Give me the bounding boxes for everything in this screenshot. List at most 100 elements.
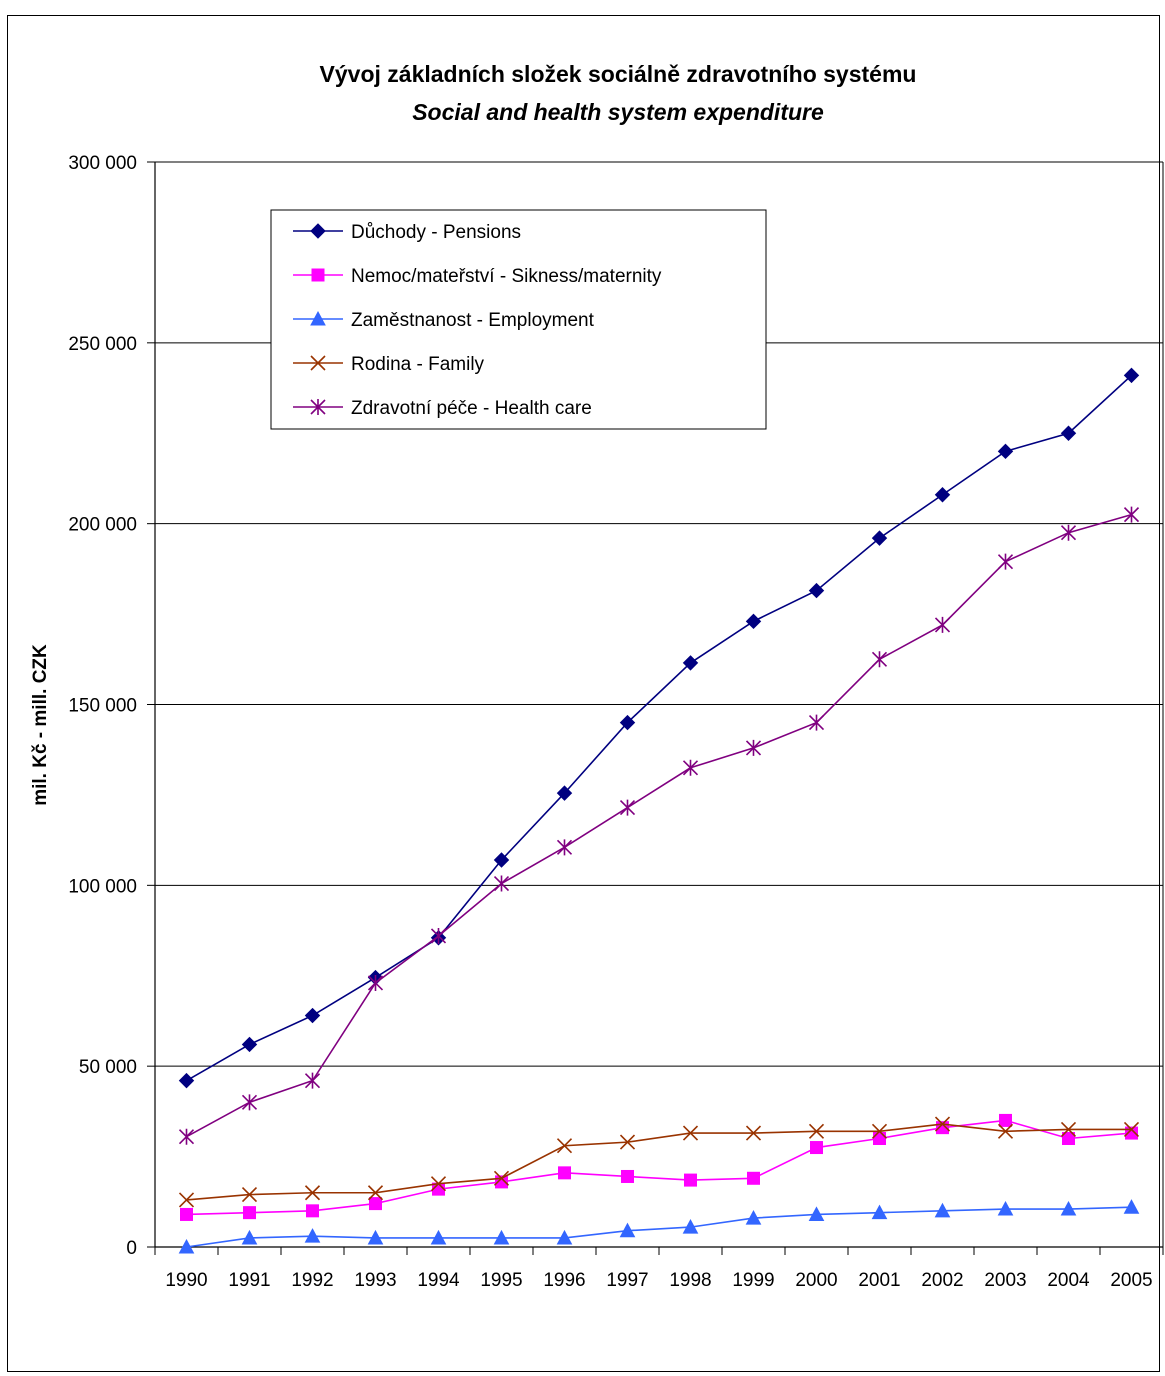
data-point-marker	[997, 443, 1014, 460]
legend: Důchody - Pensions Nemoc/mateřství - Sikn…	[270, 209, 767, 430]
legend-entry: Zdravotní péče - Health care	[293, 398, 592, 419]
x-tick-label: 1995	[480, 1270, 522, 1291]
series-2	[178, 1199, 1140, 1254]
x-tick-label: 2000	[795, 1270, 837, 1291]
data-point	[871, 530, 888, 546]
y-tick-label: 300 000	[68, 153, 137, 174]
legend-label: Důchody - Pensions	[351, 222, 521, 243]
data-point-marker	[871, 1123, 888, 1139]
data-point	[1060, 1121, 1077, 1138]
data-point-marker	[745, 1210, 762, 1225]
data-point-marker	[556, 839, 573, 856]
data-point	[682, 655, 699, 671]
data-point	[178, 1072, 195, 1089]
data-point-marker	[1060, 1200, 1077, 1216]
data-point-marker	[241, 1094, 258, 1111]
data-point	[304, 1185, 321, 1201]
data-point-marker	[241, 1036, 258, 1053]
data-point	[808, 1123, 825, 1139]
data-point	[1062, 1132, 1075, 1145]
data-point	[997, 553, 1014, 570]
x-tick-label: 2002	[921, 1270, 963, 1291]
data-point-marker	[871, 530, 888, 546]
data-point-marker	[430, 1229, 447, 1245]
x-tick-label: 1993	[354, 1270, 396, 1291]
data-point	[310, 355, 326, 371]
data-point	[1060, 425, 1077, 441]
data-point	[367, 1229, 384, 1245]
data-point	[745, 1210, 762, 1225]
data-point	[745, 739, 762, 756]
data-point-marker	[745, 739, 762, 756]
data-point-marker	[934, 487, 951, 503]
data-point-marker	[1123, 1199, 1140, 1214]
data-point	[556, 785, 573, 801]
data-point	[1060, 1200, 1077, 1216]
data-point-marker	[493, 1229, 510, 1245]
data-point	[997, 1123, 1014, 1139]
x-tick-label: 1998	[669, 1270, 711, 1291]
data-point	[934, 1202, 951, 1218]
data-point-marker	[430, 927, 447, 944]
data-point	[808, 1206, 825, 1221]
data-point-marker	[621, 1169, 634, 1183]
data-point-marker	[304, 1072, 321, 1089]
data-point	[871, 651, 888, 668]
data-point-marker	[367, 1185, 384, 1201]
data-point-marker	[304, 1185, 321, 1201]
data-point-marker	[871, 651, 888, 668]
series-line	[186, 374, 1133, 1082]
data-point-marker	[310, 355, 326, 371]
data-point	[241, 1229, 258, 1245]
data-point-marker	[311, 268, 325, 282]
x-tick-label: 1994	[417, 1270, 460, 1291]
data-point-marker	[873, 1132, 886, 1145]
data-point	[430, 1229, 447, 1245]
data-point-marker	[808, 1206, 825, 1221]
data-point-marker	[304, 1228, 321, 1243]
data-point-marker	[556, 1138, 573, 1154]
x-tick-label: 2003	[984, 1270, 1026, 1291]
x-tick-label: 2005	[1110, 1270, 1152, 1291]
series-layer	[178, 367, 1140, 1254]
x-tick-label: 1999	[732, 1270, 774, 1291]
data-point-marker	[682, 1219, 699, 1234]
series-4	[178, 506, 1140, 1145]
data-point-marker	[310, 399, 326, 415]
x-tick-label: 1990	[165, 1270, 207, 1291]
data-point-marker	[619, 714, 636, 731]
data-point	[367, 1185, 384, 1201]
data-point-marker	[619, 1134, 636, 1150]
data-point-marker	[178, 1128, 195, 1145]
data-point	[310, 310, 326, 326]
x-tick-label: 2001	[858, 1270, 900, 1291]
data-point	[934, 1116, 951, 1132]
data-point-marker	[997, 1123, 1014, 1139]
data-point	[1123, 367, 1140, 384]
series-line	[186, 1119, 1132, 1216]
data-point-marker	[1060, 425, 1077, 441]
data-point	[619, 1222, 636, 1238]
data-point	[619, 799, 636, 816]
data-point	[306, 1204, 319, 1218]
data-point-marker	[682, 1125, 699, 1141]
data-point	[934, 487, 951, 503]
data-point	[430, 1176, 447, 1192]
data-point-marker	[1060, 1121, 1077, 1138]
x-tick-label: 1992	[291, 1270, 333, 1291]
data-point-marker	[180, 1207, 193, 1221]
legend-label: Zdravotní péče - Health care	[351, 398, 592, 419]
data-point	[619, 1134, 636, 1150]
chart-subtitle: Social and health system expenditure	[412, 99, 824, 125]
data-point	[178, 1192, 195, 1208]
data-point	[178, 1238, 195, 1254]
data-point-marker	[808, 1123, 825, 1139]
data-point-marker	[619, 799, 636, 816]
data-point	[493, 875, 510, 892]
data-point	[1123, 1121, 1140, 1138]
data-point-marker	[808, 582, 825, 599]
data-point-marker	[556, 785, 573, 801]
data-point-marker	[808, 714, 825, 731]
series-line	[186, 1206, 1132, 1248]
legend-entry: Nemoc/mateřství - Sikness/maternity	[293, 266, 662, 287]
